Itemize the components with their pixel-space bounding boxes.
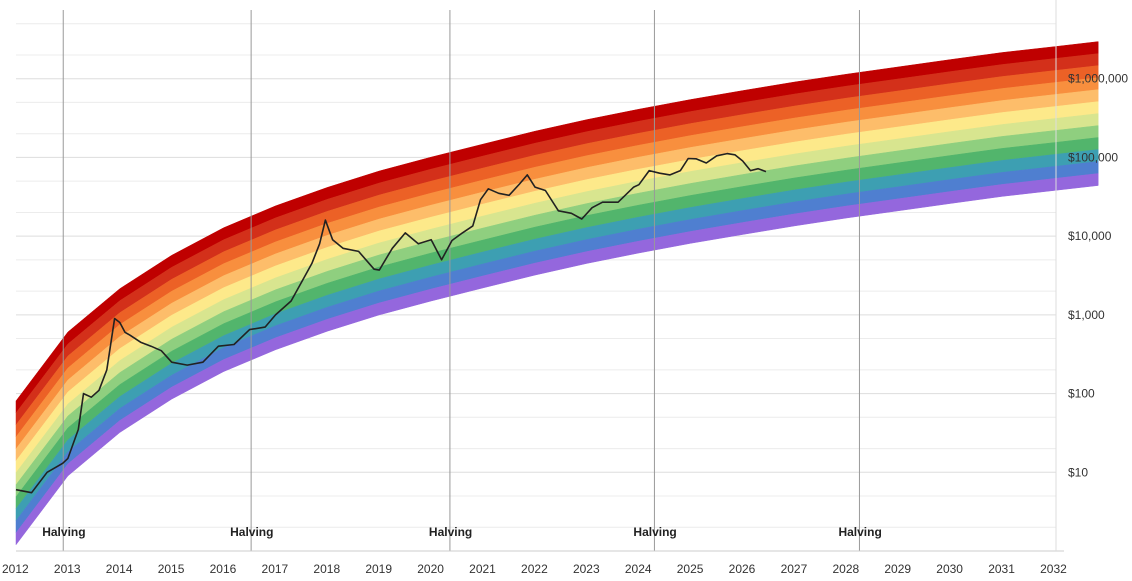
x-tick-label: 2023 xyxy=(573,562,600,576)
x-tick-label: 2025 xyxy=(677,562,704,576)
y-tick-label: $100 xyxy=(1068,387,1095,401)
x-tick-label: 2021 xyxy=(469,562,496,576)
y-tick-label: $100,000 xyxy=(1068,150,1118,164)
x-tick-label: 2015 xyxy=(158,562,185,576)
x-tick-label: 2018 xyxy=(313,562,340,576)
x-tick-label: 2014 xyxy=(106,562,133,576)
y-tick-label: $10 xyxy=(1068,465,1088,479)
halving-lines xyxy=(62,10,860,551)
halving-label: Halving xyxy=(429,525,472,539)
y-axis-labels: $10 $100 $1,000 $10,000 $100,000 $1,000,000 xyxy=(1068,72,1128,480)
x-tick-label: 2024 xyxy=(625,562,652,576)
x-tick-label: 2016 xyxy=(210,562,237,576)
x-tick-label: 2032 xyxy=(1040,562,1067,576)
axes xyxy=(16,0,1064,552)
price-line xyxy=(15,152,767,494)
halving-label: Halving xyxy=(230,525,273,539)
x-axis-labels: 2012 2013 2014 2015 2016 2017 2018 2019 2020 2021… xyxy=(2,562,1067,576)
x-tick-label: 2029 xyxy=(884,562,911,576)
x-tick-label: 2028 xyxy=(832,562,859,576)
rainbow-band xyxy=(15,173,1099,546)
y-tick-label: $1,000,000 xyxy=(1068,72,1128,86)
halving-label: Halving xyxy=(42,525,85,539)
halving-label: Halving xyxy=(838,525,881,539)
x-tick-label: 2013 xyxy=(54,562,81,576)
halving-labels: Halving Halving Halving Halving Halving xyxy=(42,525,882,539)
rainbow-bands xyxy=(15,41,1099,546)
x-tick-label: 2020 xyxy=(417,562,444,576)
price-series xyxy=(15,152,767,494)
x-tick-label: 2022 xyxy=(521,562,548,576)
x-tick-label: 2026 xyxy=(729,562,756,576)
y-tick-label: $1,000 xyxy=(1068,308,1105,322)
halving-label: Halving xyxy=(633,525,676,539)
x-tick-label: 2012 xyxy=(2,562,29,576)
x-tick-label: 2017 xyxy=(262,562,289,576)
x-tick-label: 2019 xyxy=(365,562,392,576)
x-tick-label: 2030 xyxy=(936,562,963,576)
x-tick-label: 2027 xyxy=(781,562,808,576)
y-tick-label: $10,000 xyxy=(1068,229,1112,243)
x-tick-label: 2031 xyxy=(988,562,1015,576)
